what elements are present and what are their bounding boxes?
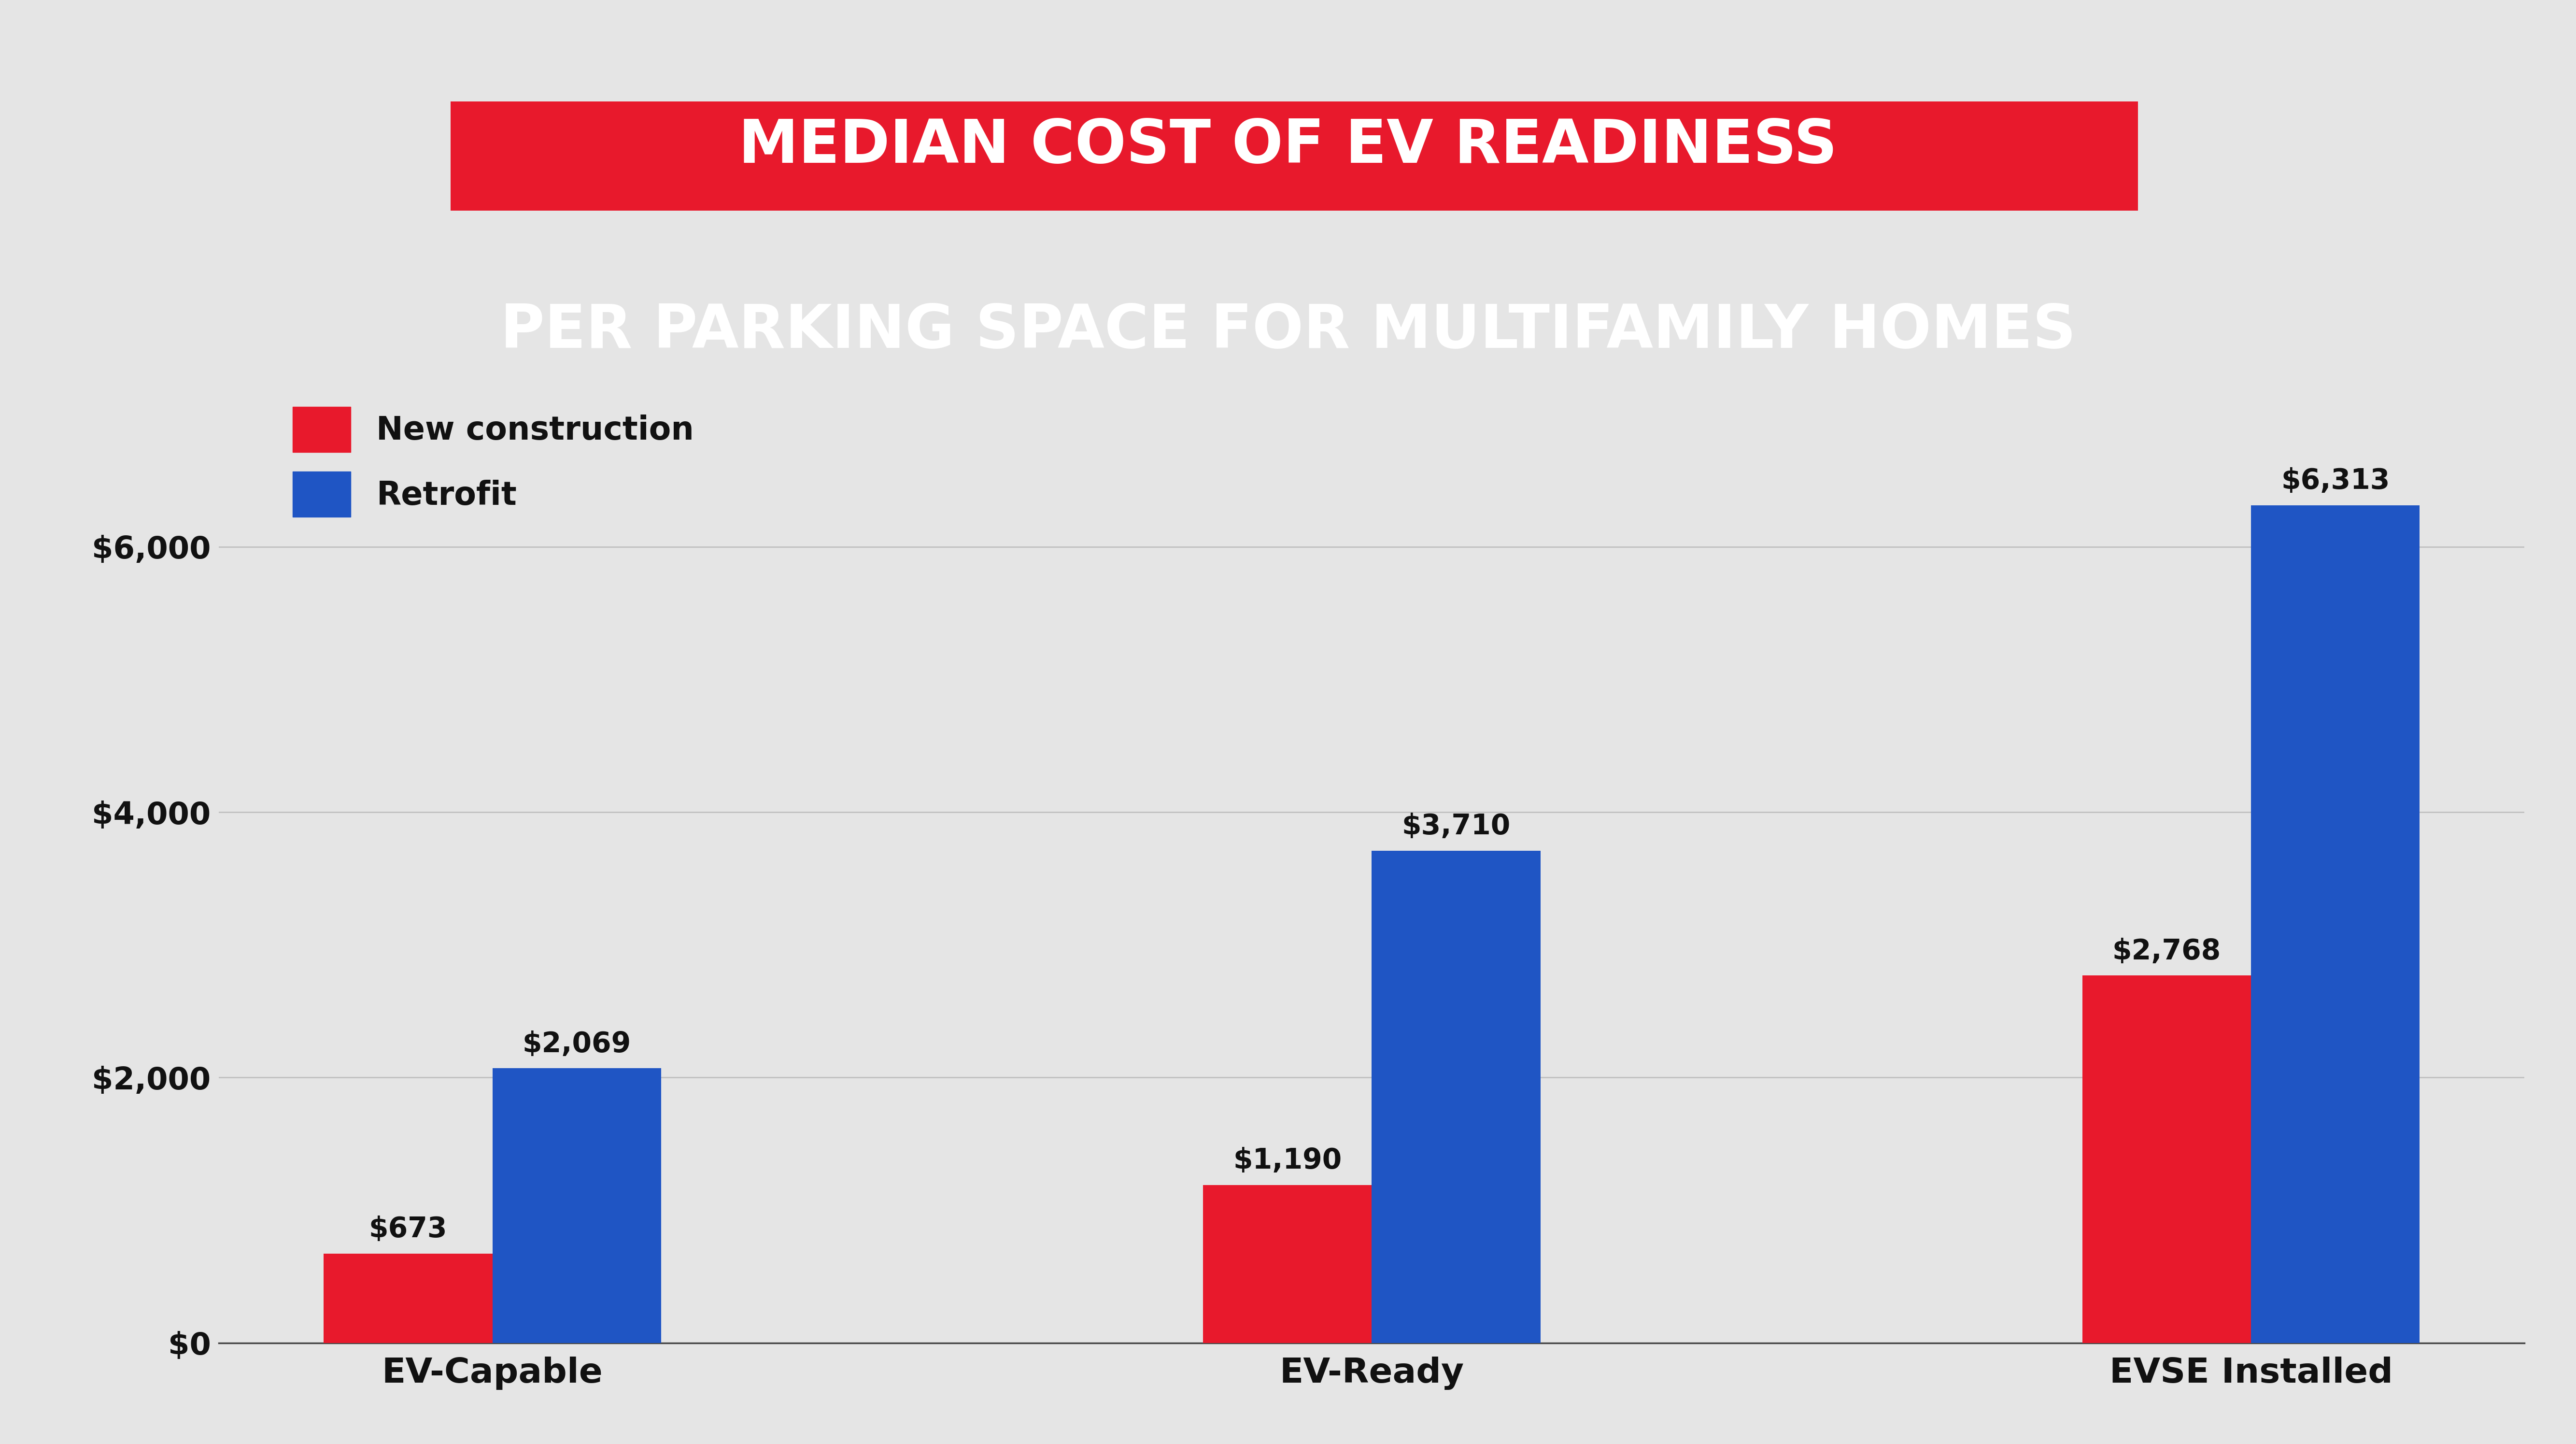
Bar [325,1253,492,1343]
Bar [451,101,2138,211]
Bar [2081,976,2251,1343]
Bar [1370,851,1540,1343]
Text: PER PARKING SPACE FOR MULTIFAMILY HOMES: PER PARKING SPACE FOR MULTIFAMILY HOMES [500,302,2076,361]
Text: $673: $673 [368,1216,448,1243]
Text: $2,768: $2,768 [2112,937,2221,965]
Bar [492,1069,662,1343]
Text: $6,313: $6,313 [2280,466,2391,495]
Bar [1203,1186,1370,1343]
Legend: New construction, Retrofit: New construction, Retrofit [294,407,693,517]
Text: $2,069: $2,069 [523,1030,631,1058]
Bar [2251,505,2419,1343]
Text: MEDIAN COST OF EV READINESS: MEDIAN COST OF EV READINESS [739,117,1837,175]
Text: $1,190: $1,190 [1234,1147,1342,1174]
Text: $3,710: $3,710 [1401,813,1510,840]
